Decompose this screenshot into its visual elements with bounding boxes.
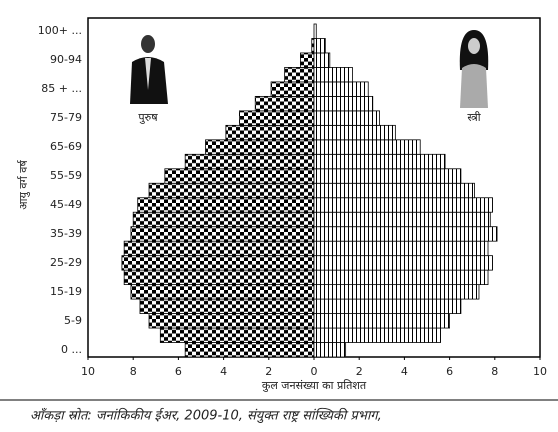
- x-tick-label: 6: [446, 365, 453, 378]
- female-bar: [314, 285, 479, 299]
- male-bar: [226, 125, 314, 139]
- male-bar: [122, 256, 314, 270]
- x-tick-label: 0: [311, 365, 318, 378]
- male-bar: [131, 285, 314, 299]
- female-icon: [460, 30, 488, 108]
- y-tick-label: 90-94: [50, 53, 82, 66]
- male-bar: [271, 82, 314, 96]
- male-bar: [160, 328, 314, 342]
- female-bar: [314, 256, 493, 270]
- female-bar: [314, 198, 493, 212]
- x-tick-label: 4: [401, 365, 408, 378]
- y-axis-title: आयु वर्ग वर्ष: [17, 159, 30, 209]
- female-bar: [314, 96, 373, 110]
- x-tick-label: 6: [175, 365, 182, 378]
- male-bar: [285, 67, 314, 81]
- female-bar: [314, 299, 461, 313]
- female-bar: [314, 183, 474, 197]
- y-tick-label: 100+ ...: [38, 24, 82, 37]
- x-tick-label: 2: [265, 365, 272, 378]
- x-tick-label: 4: [220, 365, 227, 378]
- series-label: पुरुष: [138, 111, 158, 124]
- male-bar: [149, 183, 314, 197]
- x-tick-label: 10: [533, 365, 547, 378]
- y-tick-label: 45-49: [50, 198, 82, 211]
- female-bar: [314, 24, 316, 38]
- y-tick-label: 75-79: [50, 111, 82, 124]
- male-bar: [206, 140, 314, 154]
- x-axis-title: कुल जनसंख्या का प्रतिशत: [262, 379, 367, 392]
- female-bar: [314, 125, 395, 139]
- male-bar: [140, 299, 314, 313]
- chart: आयु वर्ग वर्ष कुल जनसंख्या का प्रतिशत आँ…: [0, 0, 558, 432]
- y-tick-label: 15-19: [50, 285, 82, 298]
- male-bar: [124, 270, 314, 284]
- male-bar: [185, 154, 314, 168]
- male-bar: [149, 314, 314, 328]
- female-bar: [314, 270, 488, 284]
- y-tick-label: 35-39: [50, 227, 82, 240]
- male-icon: [130, 35, 168, 104]
- x-tick-label: 8: [130, 365, 137, 378]
- y-tick-label: 85 + ...: [41, 82, 82, 95]
- female-bar: [314, 82, 368, 96]
- female-bar: [314, 212, 490, 226]
- male-bar: [185, 343, 314, 357]
- male-bar: [255, 96, 314, 110]
- female-bar: [314, 111, 380, 125]
- female-bar: [314, 314, 450, 328]
- y-tick-label: 65-69: [50, 140, 82, 153]
- y-tick-label: 55-59: [50, 169, 82, 182]
- male-bar: [133, 212, 314, 226]
- female-bar: [314, 169, 461, 183]
- y-tick-label: 0 ...: [61, 343, 82, 356]
- x-tick-label: 2: [356, 365, 363, 378]
- y-tick-label: 25-29: [50, 256, 82, 269]
- male-bar: [300, 53, 314, 67]
- female-bar: [314, 154, 445, 168]
- female-bar: [314, 140, 420, 154]
- male-bar: [131, 227, 314, 241]
- series-label: स्त्री: [467, 111, 480, 124]
- female-bar: [314, 53, 330, 67]
- male-bar: [239, 111, 314, 125]
- male-bar: [138, 198, 314, 212]
- source-caption: आँकड़ा स्रोत: जनांकिकीय ईअर, 2009-10, सं…: [30, 408, 382, 424]
- x-tick-label: 10: [81, 365, 95, 378]
- female-bar: [314, 343, 346, 357]
- x-tick-label: 8: [491, 365, 498, 378]
- female-bar: [314, 328, 441, 342]
- female-bar: [314, 227, 497, 241]
- female-bar: [314, 241, 488, 255]
- male-bar: [124, 241, 314, 255]
- male-bar: [165, 169, 314, 183]
- y-tick-label: 5-9: [64, 314, 82, 327]
- female-bar: [314, 67, 352, 81]
- female-bar: [314, 38, 325, 52]
